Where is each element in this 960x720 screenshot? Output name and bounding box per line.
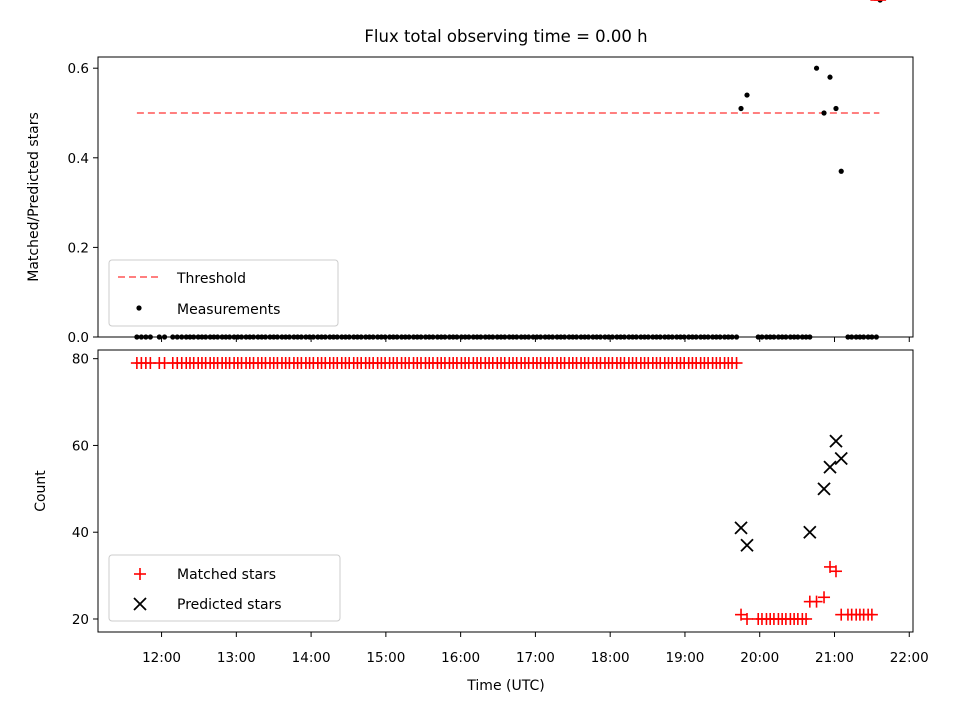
predicted-star-marker — [803, 525, 817, 539]
time-x-tick-label: 22:00 — [890, 650, 929, 666]
matched-star-marker — [800, 612, 813, 625]
predicted-star-marker — [740, 538, 754, 552]
ratio-axes-frame — [97, 56, 914, 338]
legend-matched-label: Matched stars — [177, 567, 276, 583]
measurement-point — [744, 92, 750, 98]
legend-predicted-swatch — [133, 597, 147, 611]
ratio-y-tick-label: 0.6 — [68, 61, 89, 77]
ratio-y-tick-label: 0.0 — [68, 330, 89, 346]
ratio-y-tick-label: 0.4 — [68, 151, 89, 167]
matched-star-marker — [818, 591, 831, 604]
matched-star-marker — [730, 357, 743, 370]
count-y-tick-label: 20 — [72, 612, 89, 628]
count-y-tick-label: 60 — [72, 438, 89, 454]
time-x-tick-label: 13:00 — [217, 650, 256, 666]
matched-star-marker — [810, 595, 823, 608]
predicted-star-marker — [834, 451, 848, 466]
measurement-point — [833, 105, 839, 112]
count-y-axis-label: Count — [33, 470, 49, 512]
ratio-y-tick-label: 0.2 — [68, 240, 89, 256]
legend-threshold-label: Threshold — [176, 271, 246, 287]
measurement-point — [813, 65, 820, 71]
chart-title: Flux total observing time = 0.00 h — [364, 27, 647, 46]
count-axes-frame — [97, 349, 914, 633]
time-x-axis-ticks: 12:00 13:00 14:00 15:00 16:00 17:00 18:00 19:00… — [142, 632, 929, 666]
time-x-tick-label: 21:00 — [815, 650, 854, 666]
legend-matched-swatch — [134, 568, 146, 580]
legend-measurements-swatch — [136, 305, 142, 311]
ratio-y-axis-ticks: 0.0 0.2 0.4 0.6 — [68, 61, 98, 346]
measurement-point — [821, 110, 827, 116]
legend-measurements-label: Measurements — [177, 302, 280, 318]
time-x-tick-label: 14:00 — [292, 650, 331, 666]
ratio-y-axis-label: Matched/Predicted stars — [26, 112, 42, 282]
matched-star-marker — [829, 565, 842, 578]
measurement-point — [827, 74, 833, 80]
time-x-tick-label: 12:00 — [142, 650, 181, 666]
time-x-tick-label: 18:00 — [591, 650, 630, 666]
matched-star-markers — [130, 0, 887, 625]
count-legend-box — [108, 554, 341, 622]
ratio-x-axis-ticks — [161, 337, 910, 342]
predicted-star-marker — [817, 482, 831, 496]
time-x-tick-label: 17:00 — [516, 650, 555, 666]
time-x-axis-label: Time (UTC) — [466, 678, 544, 694]
count-y-axis-ticks: 20 40 60 80 — [72, 352, 98, 628]
count-legend: Matched stars Predicted stars — [108, 554, 341, 622]
count-y-tick-label: 80 — [72, 352, 89, 368]
time-x-tick-label: 15:00 — [366, 650, 405, 666]
count-y-tick-label: 40 — [72, 525, 89, 541]
time-x-tick-label: 20:00 — [740, 650, 779, 666]
matched-star-marker — [741, 612, 754, 625]
matched-star-marker — [865, 608, 878, 621]
time-x-tick-label: 19:00 — [665, 650, 704, 666]
ratio-panel: 0.0 0.2 0.4 0.6 Matched/Predicted stars Thr… — [26, 0, 914, 346]
ratio-legend-box — [108, 259, 339, 327]
predicted-star-markers — [734, 434, 848, 552]
measurement-point — [738, 105, 744, 112]
measurement-point — [838, 168, 844, 174]
predicted-star-marker — [734, 521, 748, 535]
predicted-star-marker — [829, 434, 843, 448]
ratio-legend: Threshold Measurements — [108, 259, 339, 327]
predicted-star-marker — [823, 460, 837, 474]
legend-predicted-label: Predicted stars — [177, 597, 282, 613]
time-x-tick-label: 16:00 — [441, 650, 480, 666]
